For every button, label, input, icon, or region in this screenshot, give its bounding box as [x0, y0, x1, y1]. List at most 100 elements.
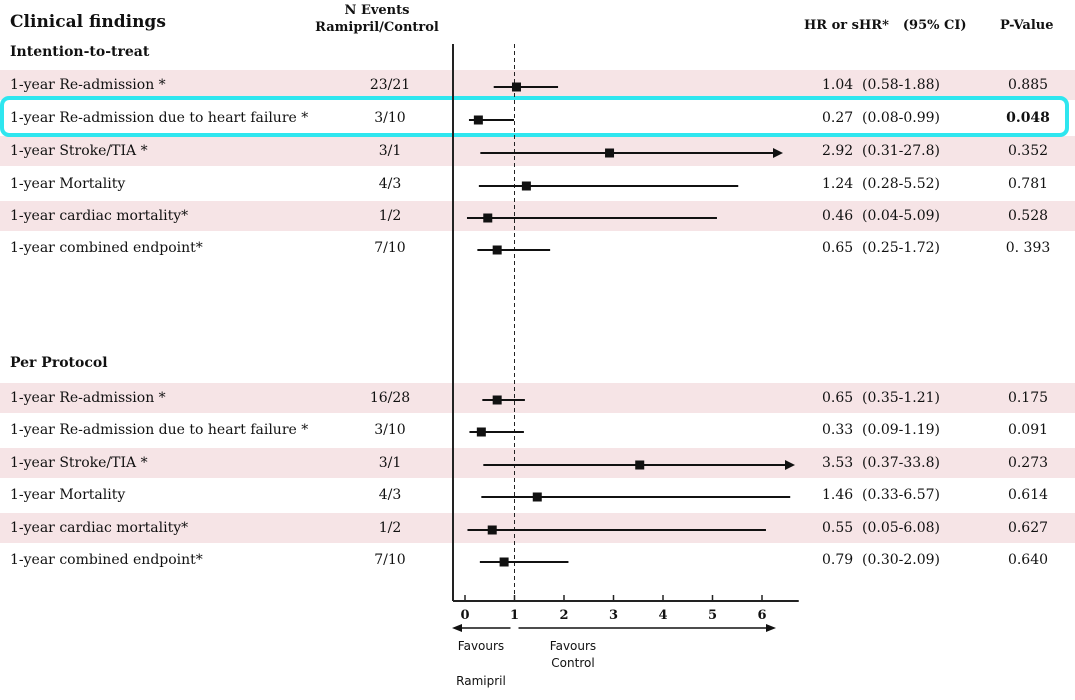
confidence-interval-value: (0.09-1.19) — [862, 422, 940, 438]
clinical-findings-header: Clinical findings — [10, 12, 166, 32]
p-value: 0.352 — [1007, 143, 1049, 159]
hazard-ratio-value: 1.46 — [822, 487, 854, 503]
x-tick-label: 0 — [460, 608, 469, 623]
hazard-ratio-value: 0.46 — [822, 208, 854, 224]
point-estimate-marker — [492, 245, 502, 255]
confidence-interval-value: (0.30-2.09) — [862, 552, 940, 568]
n-events-value: 4/3 — [378, 176, 402, 192]
table-row: 1-year Re-admission * 16/28 0.65 (0.35-1.21… — [0, 383, 1075, 413]
n-events-value: 7/10 — [374, 552, 406, 568]
x-tick-label: 1 — [510, 608, 519, 623]
table-row: 1-year Re-admission * 23/21 1.04 (0.58-1.88… — [0, 70, 1075, 100]
outcome-label: 1-year cardiac mortality* — [10, 208, 189, 224]
table-row: 1-year combined endpoint* 7/10 0.79 (0.30-2… — [0, 545, 1075, 575]
outcome-label: 1-year combined endpoint* — [10, 240, 203, 256]
p-value: 0.048 — [1006, 110, 1050, 126]
p-value-header: P-Value — [1000, 18, 1054, 33]
section-title-per-protocol: Per Protocol — [10, 355, 108, 371]
point-estimate-marker — [476, 427, 486, 437]
point-estimate-marker — [492, 395, 502, 405]
n-events-value: 7/10 — [374, 240, 406, 256]
outcome-label: 1-year cardiac mortality* — [10, 520, 189, 536]
hazard-ratio-value: 0.27 — [822, 110, 854, 126]
confidence-interval-value: (0.05-6.08) — [862, 520, 940, 536]
n-events-value: 3/10 — [374, 422, 406, 438]
confidence-interval-value: (0.28-5.52) — [862, 176, 940, 192]
table-row: 1-year Stroke/TIA * 3/1 3.53 (0.37-33.8) 0.2… — [0, 448, 1075, 478]
outcome-label: 1-year Mortality — [10, 487, 126, 503]
table-row: 1-year Mortality 4/3 1.46 (0.33-6.57) 0.614 — [0, 480, 1075, 510]
hazard-ratio-value: 3.53 — [822, 455, 854, 471]
point-estimate-marker — [521, 181, 531, 191]
favours-control-label: Favours Control — [538, 638, 608, 672]
favours-control-line1: Favours — [549, 639, 597, 653]
favours-ramipril-arrowhead — [452, 624, 462, 632]
outcome-label: 1-year Re-admission * — [10, 77, 166, 93]
table-row: 1-year cardiac mortality* 1/2 0.46 (0.04-5.… — [0, 201, 1075, 231]
outcome-label: 1-year Re-admission * — [10, 390, 166, 406]
table-row: 1-year cardiac mortality* 1/2 0.55 (0.05-6.… — [0, 513, 1075, 543]
hazard-ratio-value: 2.92 — [822, 143, 854, 159]
favours-ramipril-line1: Favours — [457, 639, 505, 653]
outcome-label: 1-year Stroke/TIA * — [10, 143, 148, 159]
x-tick-label: 5 — [708, 608, 717, 623]
n-events-value: 1/2 — [378, 208, 402, 224]
point-estimate-marker — [532, 492, 542, 502]
confidence-interval-value: (0.31-27.8) — [862, 143, 940, 159]
x-tick-label: 4 — [658, 608, 667, 623]
point-estimate-marker — [499, 557, 509, 567]
n-events-value: 3/1 — [378, 143, 402, 159]
point-estimate-marker — [605, 148, 615, 158]
hazard-ratio-value: 0.79 — [822, 552, 854, 568]
confidence-interval-value: (0.58-1.88) — [862, 77, 940, 93]
n-events-header-line2: Ramipril/Control — [315, 20, 439, 35]
confidence-interval-value: (0.35-1.21) — [862, 390, 940, 406]
hazard-ratio-value: 1.04 — [822, 77, 854, 93]
table-row: 1-year Mortality 4/3 1.24 (0.28-5.52) 0.781 — [0, 169, 1075, 199]
n-events-value: 3/1 — [378, 455, 402, 471]
n-events-value: 1/2 — [378, 520, 402, 536]
outcome-label: 1-year Re-admission due to heart failure… — [10, 110, 309, 126]
point-estimate-marker — [473, 115, 483, 125]
p-value: 0.175 — [1007, 390, 1049, 406]
table-row: 1-year combined endpoint* 7/10 0.65 (0.25-1… — [0, 233, 1075, 263]
p-value: 0.781 — [1007, 176, 1049, 192]
confidence-interval-value: (0.08-0.99) — [862, 110, 940, 126]
p-value: 0.528 — [1007, 208, 1049, 224]
table-row: 1-year Re-admission due to heart failure… — [0, 415, 1075, 445]
x-tick-label: 2 — [559, 608, 568, 623]
p-value: 0.614 — [1007, 487, 1049, 503]
favours-ramipril-line2: Ramipril — [456, 674, 506, 688]
significant-row-highlight — [0, 96, 1069, 137]
x-tick-label: 3 — [609, 608, 618, 623]
ci-overflow-arrowhead — [785, 460, 795, 470]
n-events-value: 4/3 — [378, 487, 402, 503]
outcome-label: 1-year Stroke/TIA * — [10, 455, 148, 471]
point-estimate-marker — [483, 213, 493, 223]
hazard-ratio-value: 1.24 — [822, 176, 854, 192]
n-events-header-line1: N Events — [344, 3, 410, 18]
section-title-intention-to-treat: Intention-to-treat — [10, 44, 150, 60]
p-value: 0. 393 — [1005, 240, 1051, 256]
favours-control-line2: Control — [551, 656, 595, 670]
confidence-interval-value: (0.37-33.8) — [862, 455, 940, 471]
p-value: 0.885 — [1007, 77, 1049, 93]
point-estimate-marker — [635, 460, 645, 470]
hazard-ratio-value: 0.33 — [822, 422, 854, 438]
confidence-interval-value: (0.25-1.72) — [862, 240, 940, 256]
n-events-header: N Events Ramipril/Control — [302, 2, 452, 36]
favours-ramipril-label: Favours Ramipril — [450, 638, 512, 690]
p-value: 0.627 — [1007, 520, 1049, 536]
n-events-value: 23/21 — [369, 77, 411, 93]
outcome-label: 1-year Re-admission due to heart failure… — [10, 422, 309, 438]
hazard-ratio-value: 0.65 — [822, 390, 854, 406]
hr-header-label: HR or sHR* — [804, 18, 889, 33]
x-tick-label: 6 — [757, 608, 766, 623]
confidence-interval-value: (0.04-5.09) — [862, 208, 940, 224]
n-events-value: 16/28 — [369, 390, 411, 406]
p-value: 0.091 — [1007, 422, 1049, 438]
table-row: 1-year Stroke/TIA * 3/1 2.92 (0.31-27.8) 0.3… — [0, 136, 1075, 166]
ci-header-label: (95% CI) — [902, 18, 967, 33]
hazard-ratio-value: 0.65 — [822, 240, 854, 256]
point-estimate-marker — [511, 82, 521, 92]
